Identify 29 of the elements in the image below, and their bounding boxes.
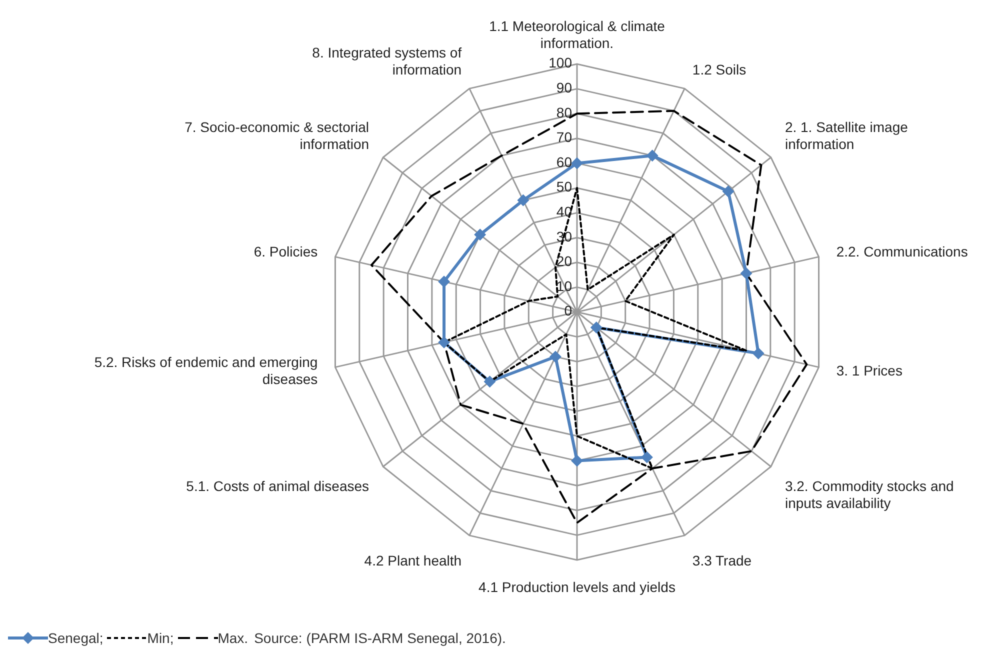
y-tick-label: 10	[556, 278, 572, 294]
y-tick-label: 20	[556, 253, 572, 270]
spoke-label: 5.2. Risks of endemic and emerging diseases	[94, 354, 318, 387]
legend-label: Senegal;	[48, 630, 104, 646]
spoke-label: 1.2 Soils	[692, 61, 746, 78]
y-tick-label: 80	[556, 104, 572, 120]
y-tick-label: 50	[556, 178, 572, 195]
spoke-label: 5.1. Costs of animal diseases	[186, 478, 370, 494]
y-tick-label: 0	[564, 302, 572, 319]
spoke-label: 8. Integrated systems of information	[312, 44, 462, 78]
spoke-label: 3. 1 Prices	[836, 362, 902, 378]
y-tick-label: 30	[556, 228, 572, 244]
spoke-label: 4.1 Production levels and yields	[478, 578, 676, 595]
spoke-label: 3.3 Trade	[692, 552, 752, 568]
spoke-label: 2.2. Communications	[836, 243, 968, 260]
spoke-label: 6. Policies	[254, 243, 318, 260]
spoke-label: 2. 1. Satellite image information	[784, 118, 908, 152]
y-tick-label: 60	[556, 154, 572, 170]
y-tick-label: 70	[556, 129, 572, 146]
source-note: Source: (PARM IS-ARM Senegal, 2016).	[254, 630, 506, 646]
spoke-label: 4.2 Plant health	[364, 552, 462, 568]
y-tick-label: 100	[548, 54, 572, 71]
spoke-label: 1.1 Meteorological & climate information.	[489, 18, 666, 51]
spoke-label: 7. Socio-economic & sectorial information	[184, 118, 370, 152]
y-tick-label: 40	[556, 204, 572, 220]
legend-label: Min;	[147, 630, 174, 646]
spoke-label: 3.2. Commodity stocks and inputs availability	[784, 478, 954, 511]
legend-label: Max.	[218, 630, 248, 646]
y-tick-label: 90	[556, 80, 572, 96]
